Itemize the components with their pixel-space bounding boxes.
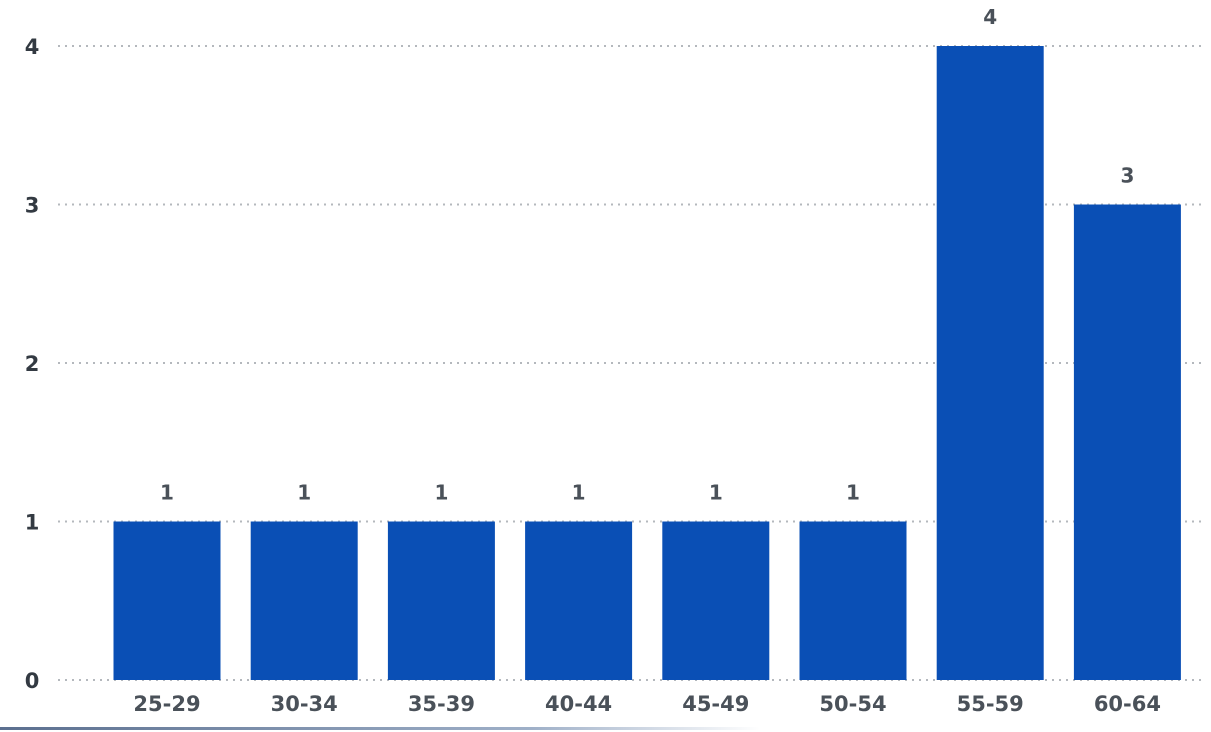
- bar-25-29: [113, 521, 221, 680]
- bar-40-44: [525, 521, 633, 680]
- x-tick-label: 30-34: [271, 692, 338, 716]
- y-tick-label: 1: [25, 511, 40, 535]
- x-tick-label: 25-29: [133, 692, 200, 716]
- data-label: 3: [1120, 164, 1134, 188]
- bar-50-54: [799, 521, 907, 680]
- x-tick-label: 50-54: [819, 692, 886, 716]
- data-label: 1: [434, 481, 448, 505]
- y-tick-label: 4: [25, 35, 40, 59]
- x-tick-label: 60-64: [1094, 692, 1161, 716]
- bar-60-64: [1073, 204, 1181, 680]
- x-axis: 25-29 30-34 35-39 40-44 45-49 50-54 55-59 60-64: [133, 692, 1161, 716]
- data-label: 1: [297, 481, 311, 505]
- y-tick-label: 0: [25, 669, 40, 693]
- bar-55-59: [936, 46, 1044, 680]
- data-label: 1: [572, 481, 586, 505]
- x-tick-label: 45-49: [682, 692, 749, 716]
- x-tick-label: 40-44: [545, 692, 612, 716]
- bar-35-39: [387, 521, 495, 680]
- data-label: 4: [983, 5, 997, 29]
- bottom-divider: [0, 727, 760, 730]
- y-axis: 0 1 2 3 4: [25, 35, 40, 693]
- y-tick-label: 2: [25, 352, 40, 376]
- data-label: 1: [709, 481, 723, 505]
- data-label: 1: [846, 481, 860, 505]
- bar-30-34: [250, 521, 358, 680]
- y-tick-label: 3: [25, 194, 40, 218]
- bars-layer: [113, 46, 1181, 680]
- data-labels: 1 1 1 1 1 1 4 3: [160, 5, 1134, 505]
- x-tick-label: 55-59: [957, 692, 1024, 716]
- x-tick-label: 35-39: [408, 692, 475, 716]
- data-label: 1: [160, 481, 174, 505]
- bar-45-49: [662, 521, 770, 680]
